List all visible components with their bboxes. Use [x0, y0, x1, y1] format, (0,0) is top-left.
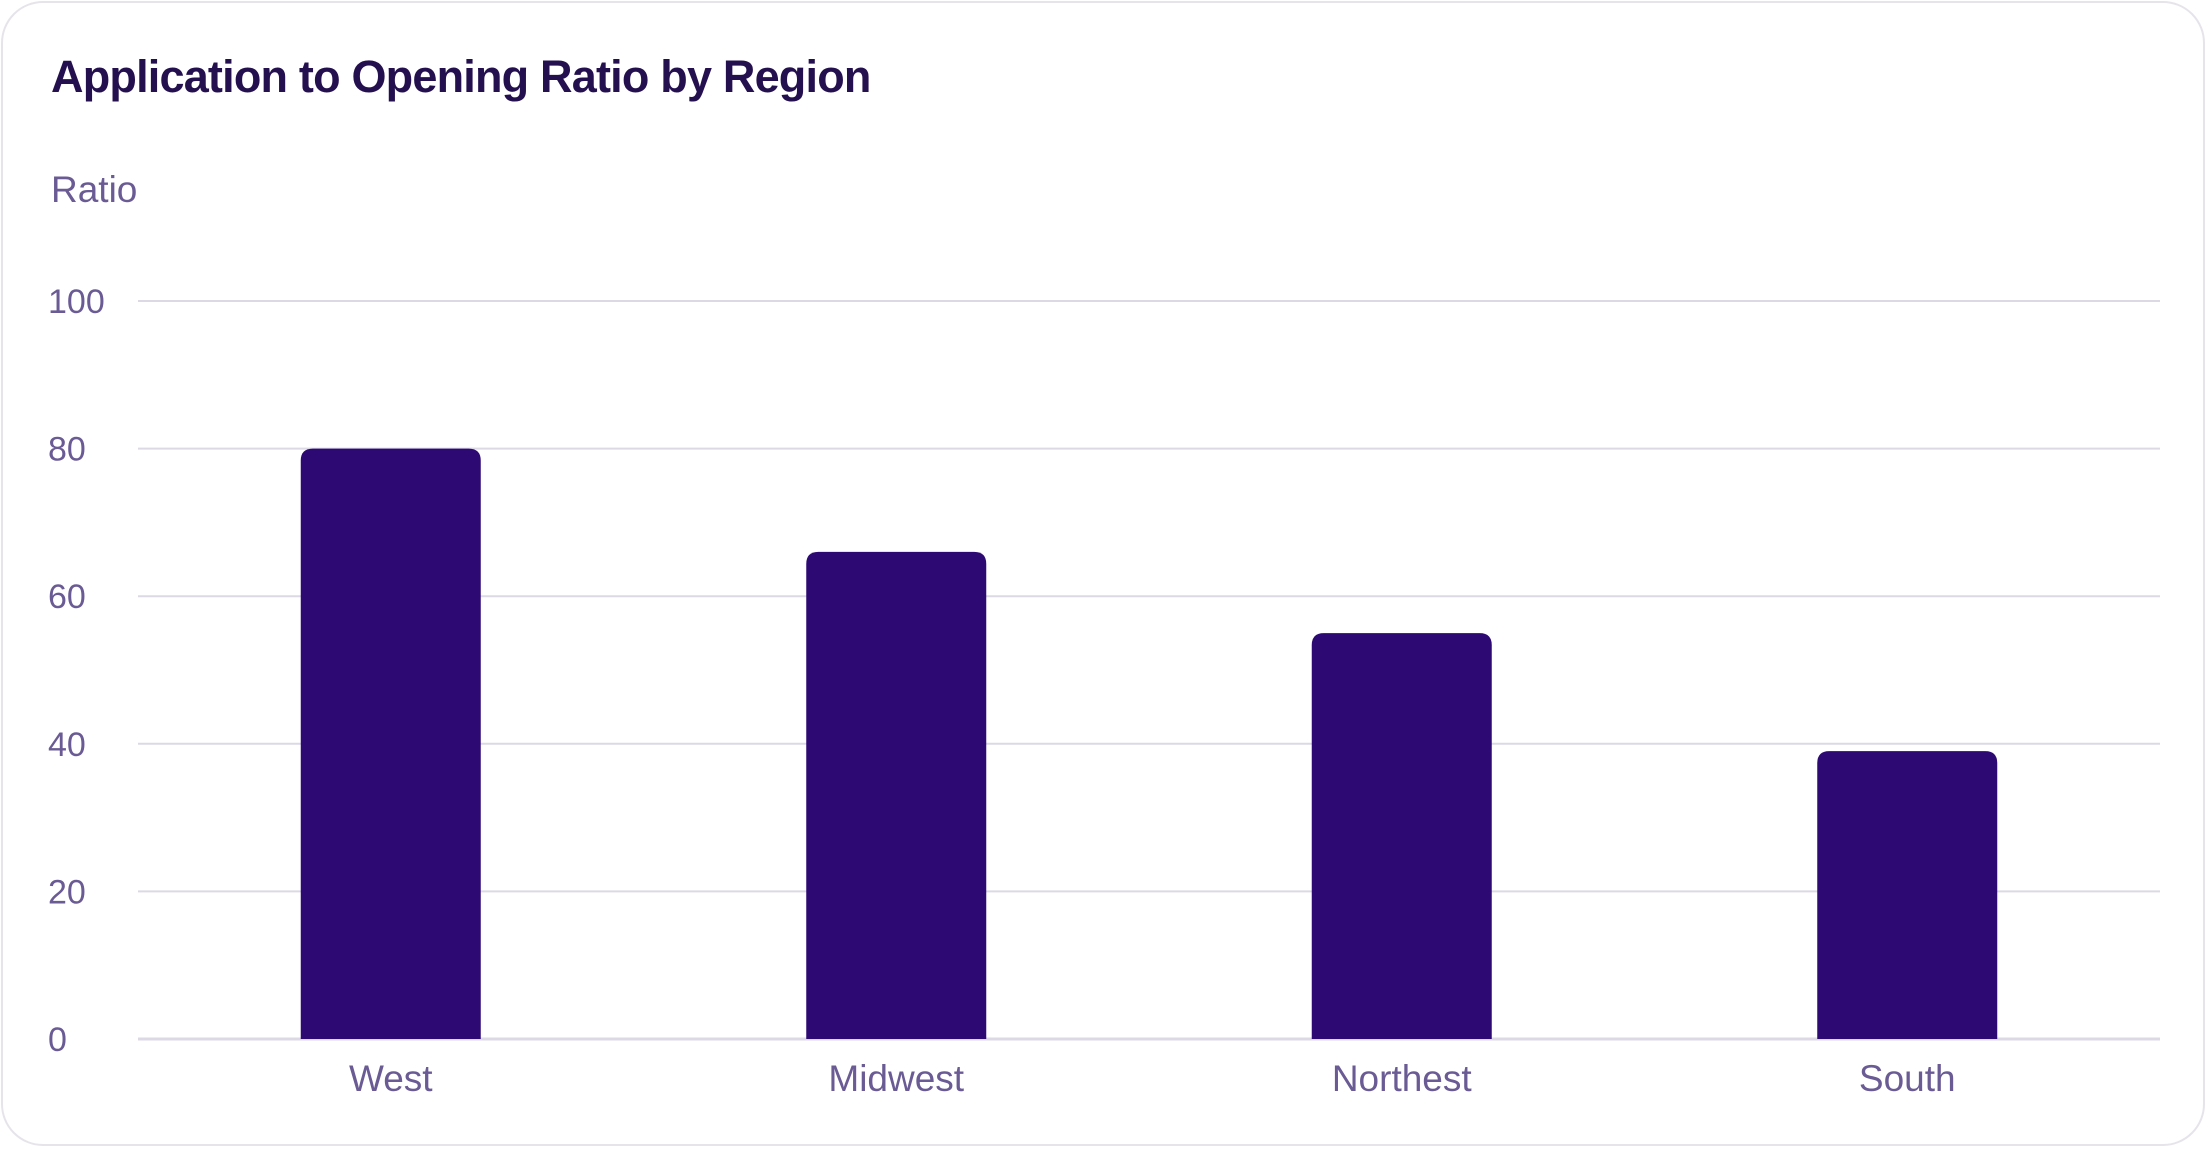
bar-midwest	[806, 551, 987, 1039]
bar-south	[1817, 751, 1998, 1039]
x-tick-label: West	[349, 1058, 433, 1099]
x-tick-label: Midwest	[828, 1058, 964, 1099]
y-tick-label: 20	[48, 873, 86, 911]
y-tick-label: 80	[48, 431, 86, 469]
y-tick-label: 0	[48, 1021, 67, 1059]
bar-northest	[1311, 633, 1492, 1039]
y-tick-label: 100	[48, 283, 105, 321]
bar-west	[300, 448, 481, 1040]
chart-title: Application to Opening Ratio by Region	[51, 51, 871, 102]
x-axis-ticks: West Midwest Northest South	[349, 1058, 1956, 1099]
bars	[300, 448, 1998, 1040]
y-tick-label: 40	[48, 726, 86, 764]
x-tick-label: Northest	[1332, 1058, 1473, 1099]
y-axis-ticks: 0 20 40 60 80 100	[48, 283, 105, 1059]
x-tick-label: South	[1859, 1058, 1956, 1099]
y-tick-label: 60	[48, 578, 86, 616]
y-axis-label: Ratio	[51, 169, 138, 210]
